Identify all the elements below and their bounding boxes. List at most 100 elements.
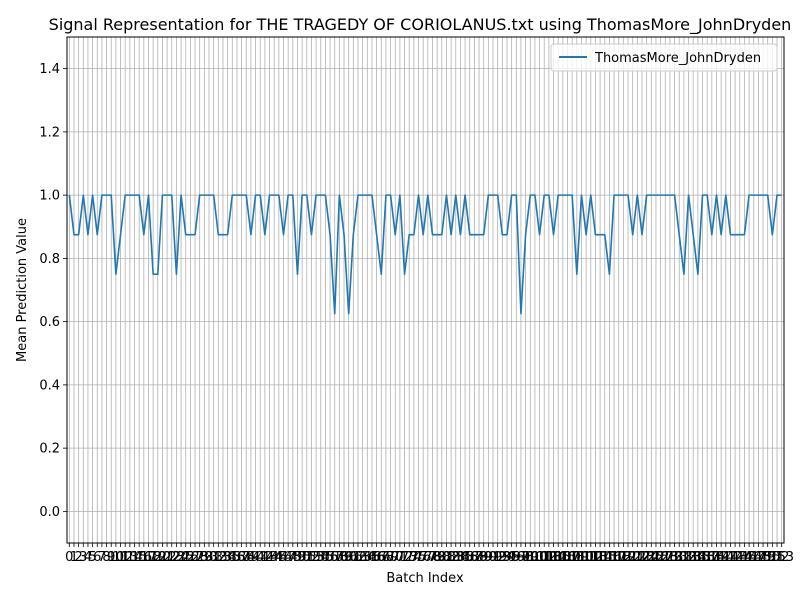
y-tick-label: 0.6 <box>39 315 60 330</box>
x-tick-label: 48 <box>285 550 302 565</box>
x-tick-label: 146 <box>737 550 762 565</box>
x-tick-label: 66 <box>368 550 385 565</box>
x-tick-label: 110 <box>569 550 594 565</box>
x-tick-label: 37 <box>233 550 250 565</box>
x-tick-label: 28 <box>191 550 208 565</box>
x-tick-label: 54 <box>312 550 329 565</box>
x-tick-label: 56 <box>322 550 339 565</box>
x-tick-label: 104 <box>541 550 566 565</box>
x-tick-label: 141 <box>713 550 738 565</box>
legend-box <box>550 43 778 72</box>
x-tick-label: 97 <box>513 550 530 565</box>
y-tick-label: 0.8 <box>39 252 60 267</box>
x-tick-label: 144 <box>727 550 752 565</box>
x-tick-label: 52 <box>303 550 320 565</box>
x-tick-label: 90 <box>480 550 497 565</box>
x-tick-label: 41 <box>252 550 269 565</box>
x-tick-label: 35 <box>224 550 241 565</box>
x-tick-label: 153 <box>769 550 794 565</box>
x-tick-label: 148 <box>746 550 771 565</box>
x-tick-label: 39 <box>243 550 260 565</box>
x-tick-label: 120 <box>616 550 641 565</box>
x-tick-label: 139 <box>704 550 729 565</box>
x-tick-label: 44 <box>266 550 283 565</box>
x-tick-label: 85 <box>457 550 474 565</box>
x-tick-label: 77 <box>420 550 437 565</box>
x-tick-label: 151 <box>760 550 785 565</box>
x-tick-label: 31 <box>205 550 222 565</box>
x-tick-label: 6 <box>93 550 101 565</box>
x-tick-label: 111 <box>574 550 599 565</box>
chart-title: Signal Representation for THE TRAGEDY OF… <box>49 15 792 35</box>
x-tick-label: 18 <box>145 550 162 565</box>
y-tick-label: 0.2 <box>39 442 60 457</box>
x-tick-label: 123 <box>630 550 655 565</box>
x-tick-label: 3 <box>79 550 87 565</box>
x-tick-label: 103 <box>536 550 561 565</box>
x-tick-label: 29 <box>196 550 213 565</box>
x-tick-label: 113 <box>583 550 608 565</box>
x-tick-label: 12 <box>117 550 134 565</box>
x-tick-label: 2 <box>74 550 82 565</box>
x-tick-label: 126 <box>644 550 669 565</box>
x-tick-label: 51 <box>299 550 316 565</box>
x-tick-label: 43 <box>261 550 278 565</box>
x-tick-label: 55 <box>317 550 334 565</box>
x-tick-label: 102 <box>532 550 557 565</box>
x-tick-label: 40 <box>247 550 264 565</box>
x-tick-label: 75 <box>410 550 427 565</box>
x-tick-label: 78 <box>424 550 441 565</box>
x-tick-label: 95 <box>503 550 520 565</box>
x-tick-label: 57 <box>326 550 343 565</box>
x-tick-label: 46 <box>275 550 292 565</box>
x-tick-label: 45 <box>271 550 288 565</box>
x-tick-label: 117 <box>602 550 627 565</box>
x-tick-label: 150 <box>755 550 780 565</box>
x-tick-label: 72 <box>396 550 413 565</box>
x-tick-label: 88 <box>471 550 488 565</box>
x-tick-label: 27 <box>187 550 204 565</box>
x-tick-label: 74 <box>406 550 423 565</box>
x-tick-label: 49 <box>289 550 306 565</box>
series-line-thomasmore-johndryden <box>68 194 782 315</box>
y-axis-label: Mean Prediction Value <box>15 218 30 362</box>
x-tick-label: 94 <box>499 550 516 565</box>
x-tick-label: 109 <box>564 550 589 565</box>
x-tick-label: 38 <box>238 550 255 565</box>
x-tick-label: 32 <box>210 550 227 565</box>
x-tick-label: 152 <box>765 550 790 565</box>
x-tick-label: 106 <box>550 550 575 565</box>
x-tick-label: 17 <box>140 550 157 565</box>
y-axis-ticks: 0.0 0.2 0.4 0.6 0.8 1.0 1.2 1.4 <box>39 62 67 520</box>
x-tick-label: 16 <box>136 550 153 565</box>
x-tick-label: 64 <box>359 550 376 565</box>
x-tick-label: 124 <box>634 550 659 565</box>
x-tick-label: 33 <box>215 550 232 565</box>
x-tick-label: 132 <box>671 550 696 565</box>
x-tick-label: 140 <box>709 550 734 565</box>
x-tick-label: 129 <box>658 550 683 565</box>
x-tick-label: 22 <box>163 550 180 565</box>
y-tick-label: 1.2 <box>39 125 60 140</box>
x-tick-label: 58 <box>331 550 348 565</box>
x-tick-label: 0 <box>65 550 73 565</box>
x-tick-label: 133 <box>676 550 701 565</box>
x-tick-label: 63 <box>354 550 371 565</box>
x-tick-label: 135 <box>685 550 710 565</box>
x-tick-label: 10 <box>108 550 125 565</box>
x-tick-label: 20 <box>154 550 171 565</box>
x-tick-label: 42 <box>257 550 274 565</box>
x-tick-label: 115 <box>592 550 617 565</box>
x-tick-label: 121 <box>620 550 645 565</box>
x-tick-label: 82 <box>443 550 460 565</box>
x-tick-label: 147 <box>741 550 766 565</box>
x-tick-label: 81 <box>438 550 455 565</box>
x-tick-label: 13 <box>122 550 139 565</box>
x-tick-label: 87 <box>466 550 483 565</box>
y-tick-label: 0.4 <box>39 378 60 393</box>
x-tick-label: 73 <box>401 550 418 565</box>
x-tick-label: 34 <box>219 550 236 565</box>
x-tick-label: 25 <box>177 550 194 565</box>
series-layer <box>68 194 782 315</box>
